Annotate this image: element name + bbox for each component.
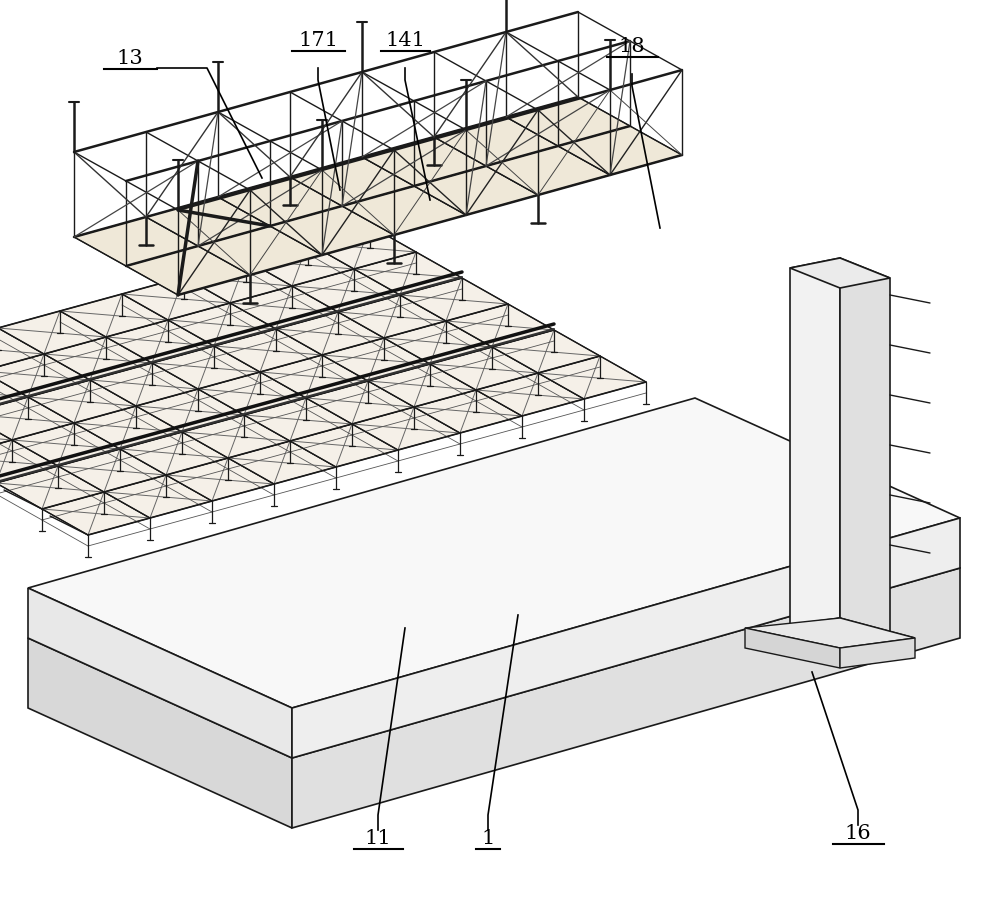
Polygon shape — [790, 258, 840, 628]
Polygon shape — [745, 628, 840, 668]
Polygon shape — [292, 269, 400, 312]
Polygon shape — [292, 518, 960, 758]
Polygon shape — [400, 278, 508, 321]
Polygon shape — [486, 146, 610, 195]
Polygon shape — [368, 364, 476, 407]
Polygon shape — [558, 126, 682, 175]
Polygon shape — [362, 137, 486, 186]
Text: 1: 1 — [481, 829, 495, 848]
Polygon shape — [28, 638, 292, 828]
Polygon shape — [136, 389, 244, 432]
Polygon shape — [230, 286, 338, 329]
Polygon shape — [492, 330, 600, 373]
Polygon shape — [745, 618, 915, 648]
Polygon shape — [58, 449, 166, 492]
Polygon shape — [354, 252, 462, 295]
Polygon shape — [538, 356, 646, 399]
Polygon shape — [0, 371, 28, 414]
Polygon shape — [244, 398, 352, 441]
Polygon shape — [184, 260, 292, 303]
Polygon shape — [292, 568, 960, 828]
Polygon shape — [126, 246, 250, 295]
Polygon shape — [0, 397, 74, 440]
Polygon shape — [306, 381, 414, 424]
Polygon shape — [90, 363, 198, 406]
Polygon shape — [446, 304, 554, 347]
Text: 141: 141 — [385, 31, 425, 50]
Polygon shape — [106, 320, 214, 363]
Polygon shape — [0, 354, 90, 397]
Polygon shape — [146, 197, 270, 246]
Polygon shape — [218, 177, 342, 226]
Polygon shape — [42, 492, 150, 535]
Polygon shape — [840, 258, 890, 638]
Polygon shape — [384, 321, 492, 364]
Polygon shape — [166, 458, 274, 501]
Polygon shape — [0, 328, 44, 371]
Polygon shape — [228, 441, 336, 484]
Polygon shape — [28, 588, 292, 758]
Polygon shape — [414, 166, 538, 215]
Polygon shape — [198, 226, 322, 275]
Polygon shape — [214, 329, 322, 372]
Polygon shape — [290, 424, 398, 467]
Text: 18: 18 — [619, 37, 645, 56]
Text: 11: 11 — [365, 829, 391, 848]
Polygon shape — [182, 415, 290, 458]
Polygon shape — [0, 466, 104, 509]
Polygon shape — [168, 303, 276, 346]
Polygon shape — [352, 407, 460, 450]
Polygon shape — [276, 312, 384, 355]
Polygon shape — [104, 475, 212, 518]
Polygon shape — [28, 398, 960, 708]
Polygon shape — [0, 440, 58, 483]
Polygon shape — [290, 157, 414, 206]
Polygon shape — [260, 355, 368, 398]
Polygon shape — [476, 373, 584, 416]
Polygon shape — [152, 346, 260, 389]
Polygon shape — [198, 372, 306, 415]
Polygon shape — [434, 117, 558, 166]
Polygon shape — [322, 338, 430, 381]
Polygon shape — [0, 311, 106, 354]
Polygon shape — [28, 380, 136, 423]
Polygon shape — [44, 337, 152, 380]
Polygon shape — [270, 206, 394, 255]
Polygon shape — [840, 638, 915, 668]
Polygon shape — [342, 186, 466, 235]
Polygon shape — [120, 432, 228, 475]
Polygon shape — [74, 406, 182, 449]
Polygon shape — [60, 294, 168, 337]
Polygon shape — [308, 226, 416, 269]
Polygon shape — [28, 448, 960, 758]
Polygon shape — [122, 277, 230, 320]
Text: 13: 13 — [117, 49, 143, 68]
Text: 16: 16 — [845, 824, 871, 843]
Polygon shape — [765, 618, 915, 648]
Polygon shape — [12, 423, 120, 466]
Polygon shape — [790, 258, 890, 288]
Polygon shape — [414, 390, 522, 433]
Polygon shape — [0, 414, 12, 457]
Polygon shape — [74, 217, 198, 266]
Polygon shape — [246, 243, 354, 286]
Polygon shape — [338, 295, 446, 338]
Polygon shape — [430, 347, 538, 390]
Polygon shape — [506, 97, 630, 146]
Text: 171: 171 — [298, 31, 338, 50]
